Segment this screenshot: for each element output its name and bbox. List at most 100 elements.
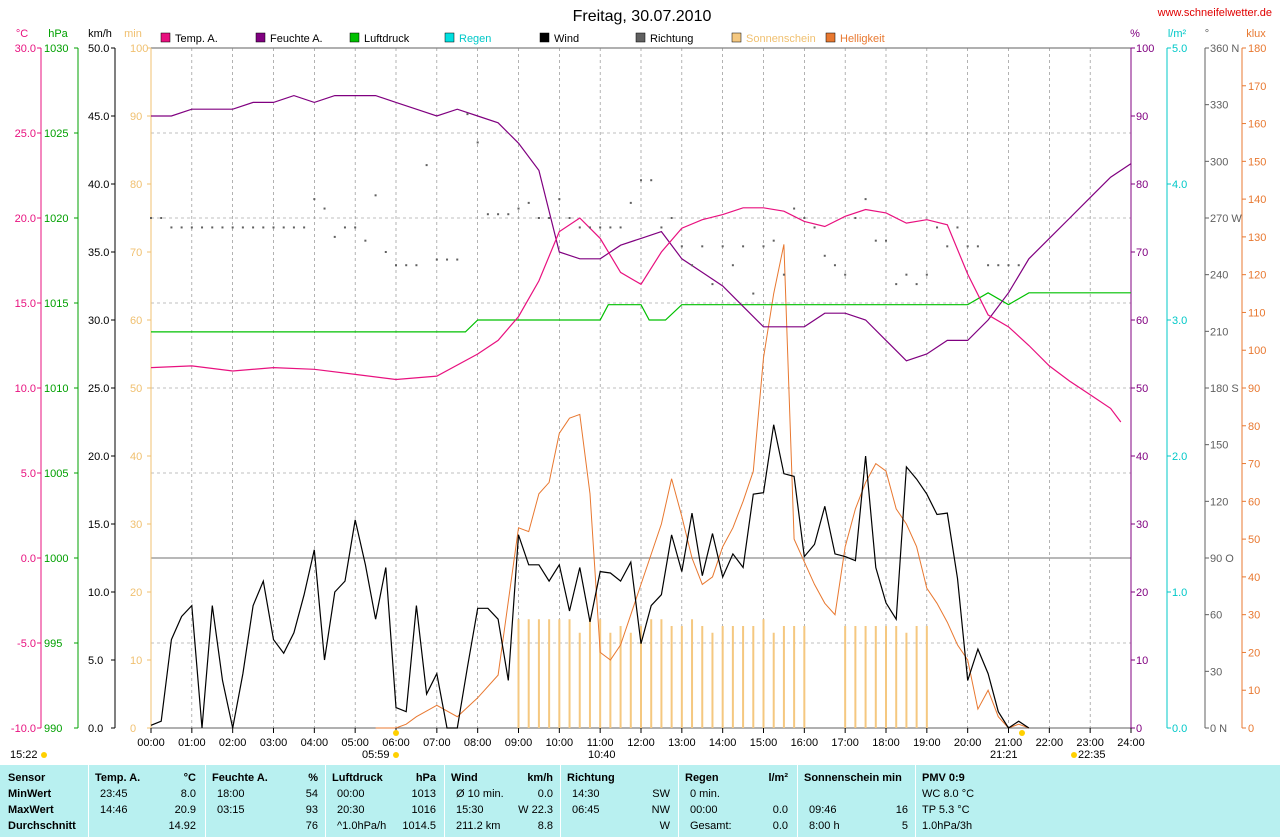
brightness-tick-label: 100 (1248, 345, 1266, 357)
legend: Temp. A. Feuchte A. Luftdruck Regen Wind Rich… (160, 32, 885, 45)
direction-point (507, 213, 510, 216)
direction-point (395, 264, 397, 267)
sun-tick-label: 60 (130, 315, 142, 327)
hum-row-value: 93 (305, 804, 318, 816)
sun-row-value: 16 (895, 804, 908, 816)
hum-row-time: 18:00 (217, 788, 245, 800)
brightness-tick-label: 60 (1248, 496, 1260, 508)
sun-header: Sonnenschein min (804, 772, 902, 784)
rain-unit: l/m² (768, 772, 788, 784)
dir-row-time: 06:45 (572, 804, 600, 816)
temp-row-value: 20.9 (174, 804, 196, 816)
direction-point (987, 264, 990, 267)
legend-swatch (731, 32, 742, 43)
sun-tick-label: 50 (130, 383, 142, 395)
direction-point (497, 213, 500, 216)
stats-separator (88, 765, 89, 837)
direction-point (599, 226, 602, 229)
temp-tick-label: 30.0 (15, 43, 36, 55)
direction-tick-label: 90 O (1210, 553, 1234, 565)
sunrise-icon (393, 730, 399, 736)
sensor-row-label: MinWert (8, 788, 52, 800)
direction-point (252, 226, 255, 229)
rain-tick-label: 4.0 (1172, 179, 1187, 191)
time-label: 20:00 (954, 737, 982, 749)
temp-row-time: 14:46 (100, 804, 128, 816)
rain-row-time: 00:00 (690, 804, 718, 816)
time-label: 15:00 (750, 737, 778, 749)
temp-row-value: 14.92 (168, 820, 196, 832)
stats-separator (678, 765, 679, 837)
direction-point (619, 226, 622, 229)
brightness-tick-label: 110 (1248, 307, 1266, 319)
direction-point (435, 258, 438, 261)
press-row-value: 1016 (411, 804, 436, 816)
rain-tick-label: 0.0 (1172, 723, 1187, 735)
direction-point (660, 226, 663, 229)
sun-tick-label: 70 (130, 247, 142, 259)
direction-point (476, 141, 479, 144)
stats-separator (205, 765, 206, 837)
sun-row-value: 5 (901, 820, 908, 832)
humidity-tick-label: 40 (1136, 451, 1148, 463)
brightness-tick-label: 10 (1248, 685, 1260, 697)
sun-tick-label: 20 (130, 587, 142, 599)
pmv-row-time: WC 8.0 °C (922, 788, 975, 800)
brightness-tick-label: 80 (1248, 421, 1260, 433)
direction-point (517, 207, 520, 210)
direction-point (170, 226, 173, 229)
pmv-row-time: 1.0hPa/3h (922, 820, 973, 832)
hum-row-value: 76 (305, 820, 318, 832)
direction-point (364, 239, 367, 242)
direction-point (578, 226, 581, 229)
sensor-header: Sensor (8, 772, 46, 784)
dir-row-value: W (659, 820, 670, 832)
sun-icon (41, 752, 47, 758)
direction-point (752, 292, 755, 295)
humidity-tick-label: 100 (1136, 43, 1154, 55)
sun-tick-label: 30 (130, 519, 142, 531)
time-label: 06:00 (382, 737, 410, 749)
direction-point (731, 264, 734, 267)
chart-title: Freitag, 30.07.2010 (573, 8, 712, 25)
time-label: 17:00 (831, 737, 859, 749)
direction-tick-label: 120 (1210, 496, 1228, 508)
direction-tick-label: 150 (1210, 440, 1228, 452)
rain-row-value: 0.0 (772, 820, 788, 832)
direction-point (548, 217, 551, 219)
direction-point (292, 226, 295, 229)
grid (150, 47, 1132, 729)
direction-point (374, 194, 377, 197)
sun-tick-label: 10 (130, 655, 142, 667)
pressure-tick-label: 1005 (44, 468, 68, 480)
series-line-wind (150, 424, 1030, 729)
brightness-tick-label: 20 (1248, 647, 1260, 659)
series-line-helligkeit (375, 244, 1030, 729)
legend-label: Helligkeit (840, 33, 885, 45)
direction-point (803, 217, 806, 219)
direction-tick-label: 30 (1210, 666, 1222, 678)
website-link[interactable]: www.schneifelwetter.de (1157, 7, 1272, 19)
legend-swatch (539, 32, 550, 43)
time-label: 08:00 (464, 737, 492, 749)
direction-tick-label: 240 (1210, 270, 1228, 282)
direction-point (211, 226, 214, 229)
brightness-tick-label: 70 (1248, 459, 1260, 471)
direction-point (997, 264, 1000, 267)
direction-point (670, 217, 673, 219)
rain-row-time: 0 min. (690, 788, 720, 800)
time-label: 07:00 (423, 737, 451, 749)
wind-tick-label: 25.0 (88, 383, 109, 395)
direction-point (446, 258, 449, 261)
dir-row-time: 14:30 (572, 788, 600, 800)
sun-tick-label: 100 (130, 43, 148, 55)
wind-header: Wind (451, 772, 478, 784)
direction-point (537, 217, 540, 219)
direction-point (262, 226, 265, 229)
pressure-tick-label: 995 (44, 638, 62, 650)
time-label: 11:00 (587, 737, 614, 749)
direction-point (905, 273, 908, 276)
time-label: 00:00 (137, 737, 165, 749)
direction-point (384, 251, 387, 253)
time-label: 21:00 (995, 737, 1023, 749)
